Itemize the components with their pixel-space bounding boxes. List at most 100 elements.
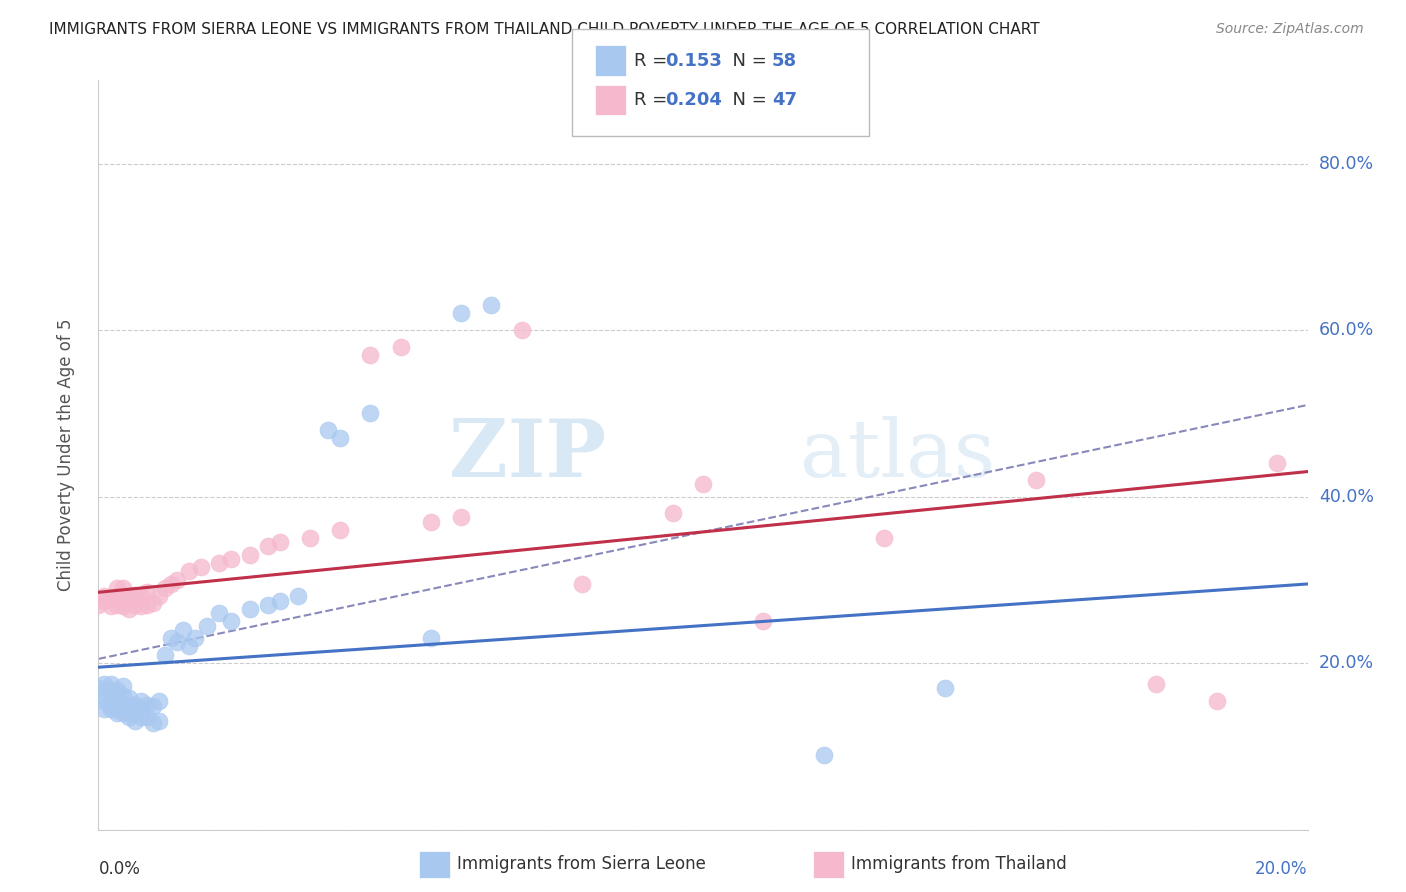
Text: atlas: atlas	[800, 416, 995, 494]
Point	[111, 706, 134, 720]
Point	[118, 691, 141, 706]
Text: Immigrants from Thailand: Immigrants from Thailand	[851, 855, 1066, 873]
Point	[93, 693, 115, 707]
Point	[124, 706, 146, 720]
Point	[100, 591, 122, 606]
Point	[256, 540, 278, 554]
Point	[135, 698, 157, 712]
Text: 0.0%: 0.0%	[98, 860, 141, 878]
Text: ZIP: ZIP	[450, 416, 606, 494]
Point	[105, 590, 128, 604]
Text: 20.0%: 20.0%	[1256, 860, 1308, 878]
Point	[87, 681, 110, 695]
Point	[661, 506, 683, 520]
Point	[129, 693, 152, 707]
Point	[111, 679, 134, 693]
Point	[1267, 456, 1289, 470]
Text: 47: 47	[772, 91, 797, 109]
Point	[93, 677, 115, 691]
Point	[269, 593, 291, 607]
Text: Source: ZipAtlas.com: Source: ZipAtlas.com	[1216, 22, 1364, 37]
Point	[934, 681, 956, 695]
Point	[571, 577, 593, 591]
Point	[160, 631, 183, 645]
Point	[105, 693, 128, 707]
Point	[172, 623, 194, 637]
Point	[111, 599, 134, 614]
Text: 60.0%: 60.0%	[1319, 321, 1374, 339]
Point	[142, 716, 165, 731]
Point	[118, 710, 141, 724]
Point	[160, 577, 183, 591]
Point	[256, 598, 278, 612]
Point	[813, 747, 835, 762]
Point	[111, 581, 134, 595]
Point	[87, 598, 110, 612]
Point	[142, 699, 165, 714]
Point	[1144, 677, 1167, 691]
Point	[129, 702, 152, 716]
Point	[100, 698, 122, 712]
Text: Immigrants from Sierra Leone: Immigrants from Sierra Leone	[457, 855, 706, 873]
Text: 80.0%: 80.0%	[1319, 154, 1374, 172]
Text: 0.153: 0.153	[665, 52, 721, 70]
Point	[208, 556, 231, 570]
Point	[135, 598, 157, 612]
Point	[329, 431, 352, 445]
Point	[100, 677, 122, 691]
Point	[124, 698, 146, 712]
Point	[239, 602, 262, 616]
Point	[389, 340, 412, 354]
Point	[129, 599, 152, 614]
Point	[873, 531, 896, 545]
Point	[111, 702, 134, 716]
Point	[124, 598, 146, 612]
Point	[105, 682, 128, 697]
Text: R =: R =	[634, 52, 673, 70]
Point	[692, 477, 714, 491]
Point	[420, 515, 443, 529]
Point	[111, 690, 134, 704]
Point	[100, 682, 122, 697]
Point	[148, 693, 170, 707]
Text: N =: N =	[721, 52, 773, 70]
Point	[166, 635, 188, 649]
Point	[105, 702, 128, 716]
Text: 40.0%: 40.0%	[1319, 488, 1374, 506]
Point	[316, 423, 339, 437]
Point	[129, 710, 152, 724]
Point	[179, 565, 201, 579]
Point	[118, 706, 141, 720]
Text: 0.204: 0.204	[665, 91, 721, 109]
Point	[105, 581, 128, 595]
Point	[135, 585, 157, 599]
Point	[153, 581, 176, 595]
Point	[221, 615, 243, 629]
Text: IMMIGRANTS FROM SIERRA LEONE VS IMMIGRANTS FROM THAILAND CHILD POVERTY UNDER THE: IMMIGRANTS FROM SIERRA LEONE VS IMMIGRAN…	[49, 22, 1040, 37]
Text: 20.0%: 20.0%	[1319, 654, 1374, 672]
Point	[184, 631, 207, 645]
Point	[1206, 693, 1229, 707]
Point	[148, 714, 170, 729]
Point	[221, 552, 243, 566]
Point	[1024, 473, 1046, 487]
Point	[269, 535, 291, 549]
Point	[118, 591, 141, 606]
Point	[105, 598, 128, 612]
Point	[100, 693, 122, 707]
Point	[148, 590, 170, 604]
Point	[124, 714, 146, 729]
Point	[481, 298, 503, 312]
Point	[299, 531, 322, 545]
Point	[93, 590, 115, 604]
Point	[329, 523, 352, 537]
Point	[420, 631, 443, 645]
Point	[360, 348, 382, 362]
Point	[142, 596, 165, 610]
Point	[195, 618, 218, 632]
Point	[100, 702, 122, 716]
Point	[752, 615, 775, 629]
Point	[118, 602, 141, 616]
Point	[190, 560, 212, 574]
Point	[450, 306, 472, 320]
